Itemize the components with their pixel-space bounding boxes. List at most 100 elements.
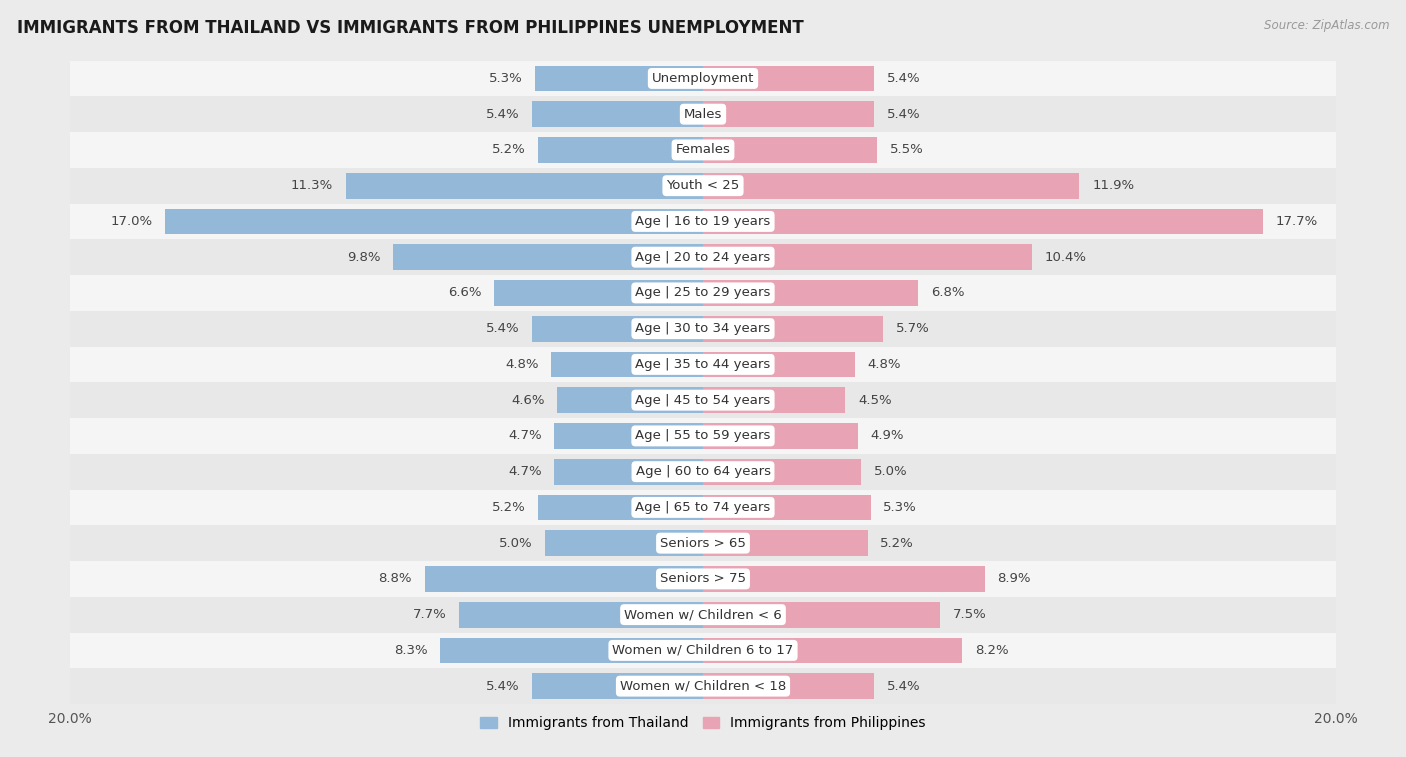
Text: Unemployment: Unemployment	[652, 72, 754, 85]
Text: Women w/ Children < 6: Women w/ Children < 6	[624, 608, 782, 621]
Bar	[703, 423, 858, 449]
Bar	[703, 566, 984, 592]
Text: 5.0%: 5.0%	[875, 465, 907, 478]
Bar	[703, 494, 870, 520]
Bar	[70, 311, 1336, 347]
Bar	[70, 347, 1336, 382]
Text: 5.3%: 5.3%	[883, 501, 917, 514]
Bar	[703, 459, 860, 484]
Text: 6.8%: 6.8%	[931, 286, 965, 300]
Bar	[538, 494, 703, 520]
Text: 5.4%: 5.4%	[887, 107, 920, 120]
Text: Age | 65 to 74 years: Age | 65 to 74 years	[636, 501, 770, 514]
Bar	[703, 531, 868, 556]
Text: 10.4%: 10.4%	[1045, 251, 1087, 263]
Text: 4.6%: 4.6%	[512, 394, 546, 407]
Bar	[70, 239, 1336, 275]
Text: Women w/ Children 6 to 17: Women w/ Children 6 to 17	[613, 644, 793, 657]
Text: Females: Females	[675, 143, 731, 157]
Bar	[703, 101, 875, 127]
Bar	[554, 423, 703, 449]
Text: IMMIGRANTS FROM THAILAND VS IMMIGRANTS FROM PHILIPPINES UNEMPLOYMENT: IMMIGRANTS FROM THAILAND VS IMMIGRANTS F…	[17, 19, 804, 37]
Text: Seniors > 75: Seniors > 75	[659, 572, 747, 585]
Bar	[703, 637, 963, 663]
Bar	[165, 208, 703, 235]
Bar	[70, 418, 1336, 453]
Text: Age | 20 to 24 years: Age | 20 to 24 years	[636, 251, 770, 263]
Bar	[703, 351, 855, 377]
Text: 4.7%: 4.7%	[508, 465, 541, 478]
Bar	[703, 208, 1263, 235]
Text: 5.2%: 5.2%	[880, 537, 914, 550]
Text: 5.4%: 5.4%	[486, 107, 520, 120]
Bar	[495, 280, 703, 306]
Bar	[531, 673, 703, 699]
Text: 5.0%: 5.0%	[499, 537, 531, 550]
Text: Males: Males	[683, 107, 723, 120]
Text: 4.8%: 4.8%	[505, 358, 538, 371]
Bar	[70, 382, 1336, 418]
Text: 4.7%: 4.7%	[508, 429, 541, 442]
Text: 4.8%: 4.8%	[868, 358, 901, 371]
Bar	[70, 525, 1336, 561]
Bar	[531, 101, 703, 127]
Text: 4.9%: 4.9%	[870, 429, 904, 442]
Text: 7.5%: 7.5%	[953, 608, 987, 621]
Text: 11.9%: 11.9%	[1092, 179, 1135, 192]
Bar	[538, 137, 703, 163]
Bar	[460, 602, 703, 628]
Bar	[425, 566, 703, 592]
Text: Age | 25 to 29 years: Age | 25 to 29 years	[636, 286, 770, 300]
Bar	[440, 637, 703, 663]
Text: 8.2%: 8.2%	[976, 644, 1008, 657]
Legend: Immigrants from Thailand, Immigrants from Philippines: Immigrants from Thailand, Immigrants fro…	[475, 711, 931, 736]
Bar	[554, 459, 703, 484]
Text: Source: ZipAtlas.com: Source: ZipAtlas.com	[1264, 19, 1389, 32]
Bar	[70, 561, 1336, 597]
Bar	[70, 61, 1336, 96]
Text: 11.3%: 11.3%	[291, 179, 333, 192]
Bar	[703, 316, 883, 341]
Text: 6.6%: 6.6%	[449, 286, 481, 300]
Bar	[703, 673, 875, 699]
Bar	[70, 633, 1336, 668]
Bar	[70, 168, 1336, 204]
Bar	[703, 280, 918, 306]
Text: 17.7%: 17.7%	[1275, 215, 1317, 228]
Text: 5.2%: 5.2%	[492, 143, 526, 157]
Text: 5.4%: 5.4%	[486, 322, 520, 335]
Bar	[703, 173, 1080, 198]
Bar	[703, 388, 845, 413]
Text: Youth < 25: Youth < 25	[666, 179, 740, 192]
Text: Age | 55 to 59 years: Age | 55 to 59 years	[636, 429, 770, 442]
Text: 5.2%: 5.2%	[492, 501, 526, 514]
Text: Age | 30 to 34 years: Age | 30 to 34 years	[636, 322, 770, 335]
Bar	[70, 204, 1336, 239]
Text: 8.8%: 8.8%	[378, 572, 412, 585]
Bar	[703, 137, 877, 163]
Text: Seniors > 65: Seniors > 65	[659, 537, 747, 550]
Bar	[70, 490, 1336, 525]
Bar	[70, 597, 1336, 633]
Text: Age | 60 to 64 years: Age | 60 to 64 years	[636, 465, 770, 478]
Text: 5.4%: 5.4%	[887, 72, 920, 85]
Text: 17.0%: 17.0%	[111, 215, 152, 228]
Text: 5.4%: 5.4%	[486, 680, 520, 693]
Bar	[536, 66, 703, 92]
Text: Age | 45 to 54 years: Age | 45 to 54 years	[636, 394, 770, 407]
Bar	[546, 531, 703, 556]
Text: Age | 35 to 44 years: Age | 35 to 44 years	[636, 358, 770, 371]
Bar	[70, 132, 1336, 168]
Text: 8.9%: 8.9%	[997, 572, 1031, 585]
Bar	[703, 245, 1032, 270]
Bar	[703, 66, 875, 92]
Bar	[703, 602, 941, 628]
Bar	[70, 96, 1336, 132]
Text: 9.8%: 9.8%	[347, 251, 380, 263]
Text: Age | 16 to 19 years: Age | 16 to 19 years	[636, 215, 770, 228]
Bar	[558, 388, 703, 413]
Bar	[392, 245, 703, 270]
Bar	[70, 668, 1336, 704]
Bar	[70, 275, 1336, 311]
Text: 5.7%: 5.7%	[896, 322, 929, 335]
